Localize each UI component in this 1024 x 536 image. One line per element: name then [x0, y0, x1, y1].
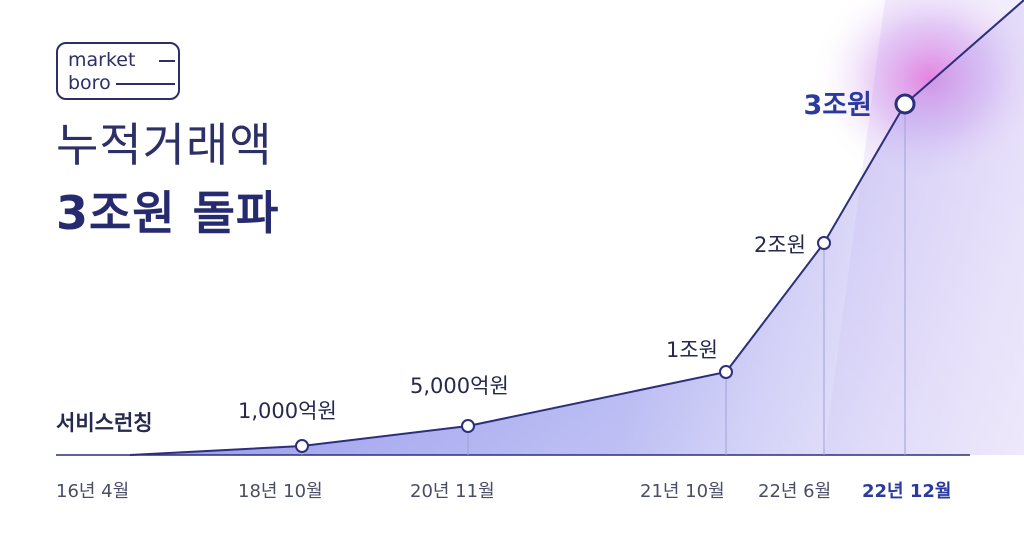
data-point — [894, 93, 916, 115]
x-tick-label: 18년 10월 — [238, 481, 323, 502]
data-point — [461, 419, 475, 433]
x-tick-label: 16년 4월 — [56, 481, 129, 502]
data-label: 2조원 — [754, 233, 806, 257]
area-fade — [130, 0, 1024, 455]
data-label: 1조원 — [666, 338, 718, 362]
brand-line2: boro — [68, 72, 111, 94]
x-tick-label: 21년 10월 — [640, 481, 725, 502]
logo-stroke-top — [159, 60, 175, 62]
x-tick-label: 20년 11월 — [410, 481, 495, 502]
headline-line1: 누적거래액 — [56, 118, 273, 172]
data-point — [719, 365, 733, 379]
data-label: 서비스런칭 — [56, 411, 153, 435]
brand-line1: market — [68, 49, 136, 71]
x-tick-label: 22년 12월 — [862, 481, 951, 502]
data-label: 1,000억원 — [238, 399, 337, 423]
logo-stroke-bottom — [116, 83, 175, 85]
data-point — [295, 439, 309, 453]
brand-logo: market boro — [56, 42, 180, 100]
data-label: 5,000억원 — [410, 374, 509, 398]
x-tick-label: 22년 6월 — [758, 481, 831, 502]
data-label: 3조원 — [804, 90, 872, 121]
data-point — [817, 236, 831, 250]
headline-line2: 3조원 돌파 — [56, 186, 280, 240]
